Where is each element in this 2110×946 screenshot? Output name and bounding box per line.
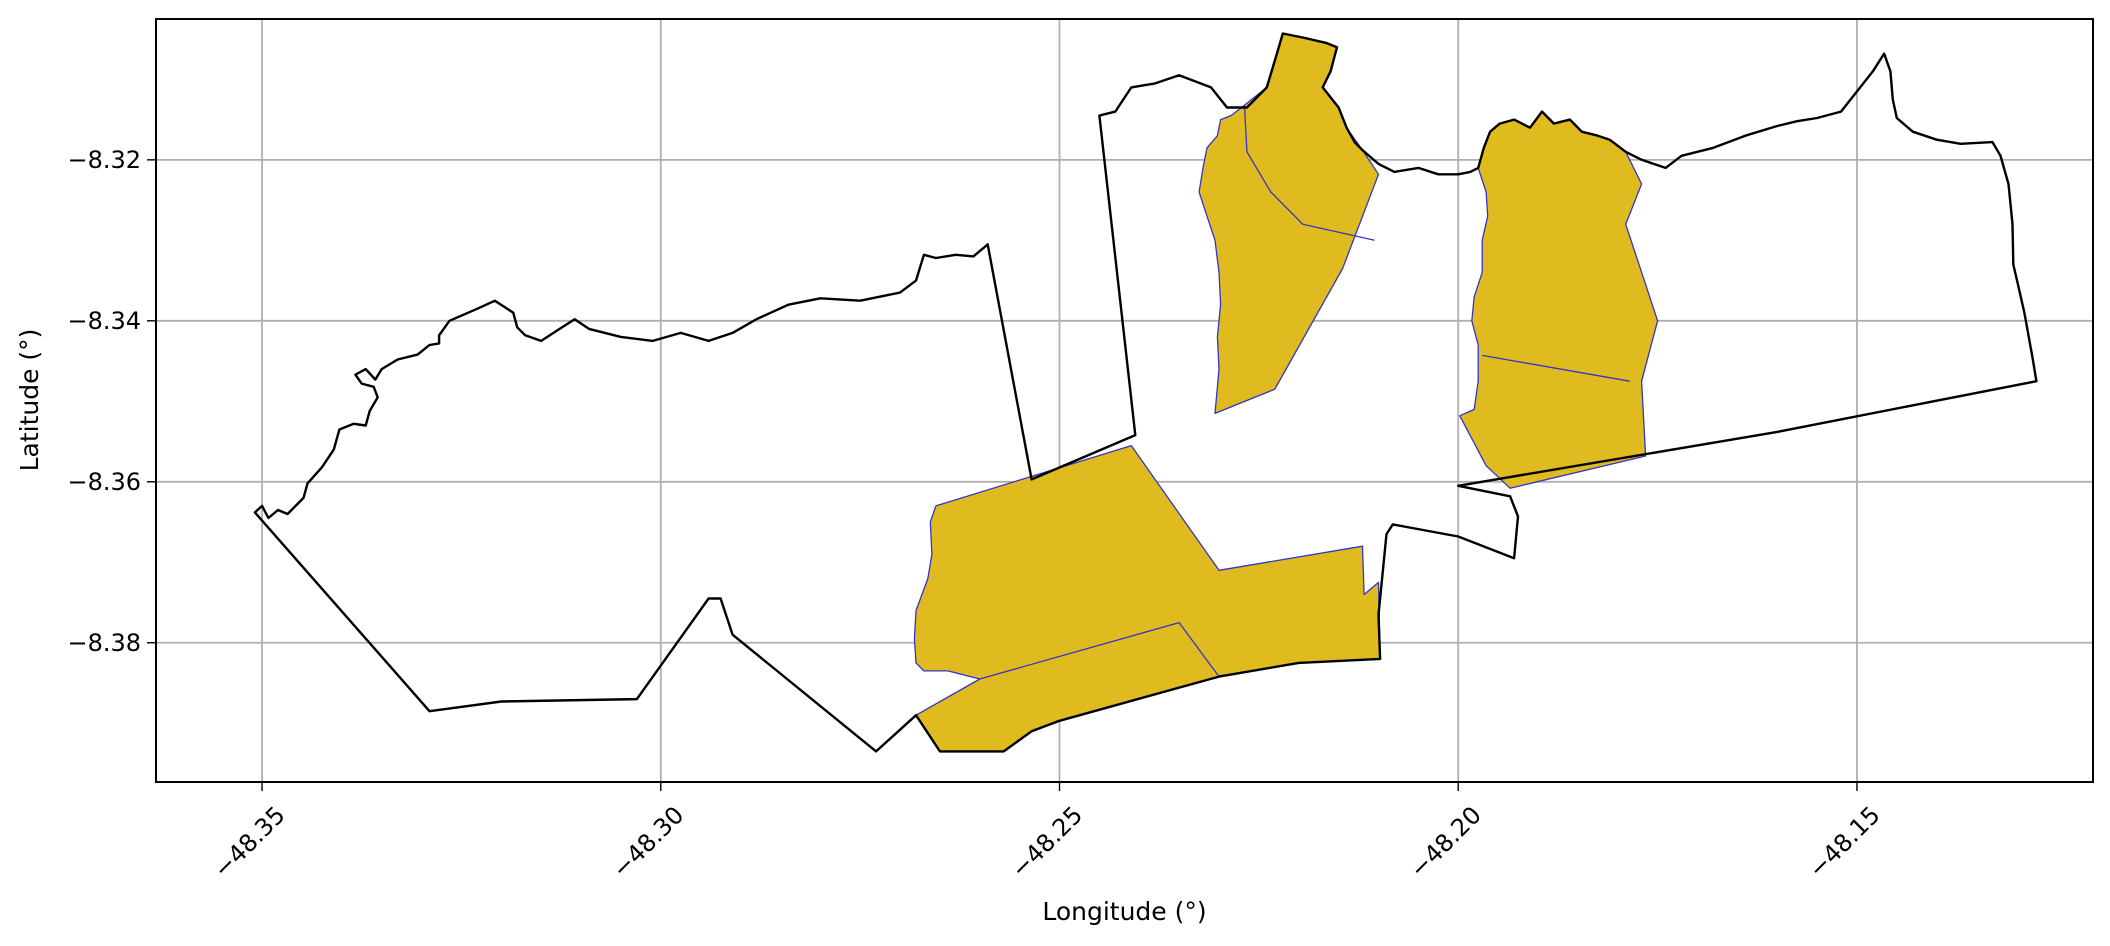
highlighted-region-north-east-strip	[1459, 110, 1659, 489]
highlight-divider-south-divider	[979, 621, 1220, 680]
region-outlines	[253, 32, 2038, 753]
plot-frame	[155, 18, 2094, 783]
region-outline-west-area	[253, 32, 2038, 753]
highlighted-regions	[913, 32, 1659, 753]
highlight-divider-north-west-divider	[1243, 105, 1375, 241]
y-axis-label: Latitude (°)	[15, 329, 44, 472]
y-tick-label: −8.34	[67, 307, 141, 335]
gridlines	[156, 19, 2093, 782]
x-axis-label: Longitude (°)	[1042, 897, 1206, 926]
highlight-divider-north-east-divider	[1482, 354, 1630, 382]
y-tick-label: −8.38	[67, 629, 141, 657]
region-dividers	[979, 105, 1630, 680]
y-tick-label: −8.32	[67, 146, 141, 174]
y-tick-label: −8.36	[67, 468, 141, 496]
